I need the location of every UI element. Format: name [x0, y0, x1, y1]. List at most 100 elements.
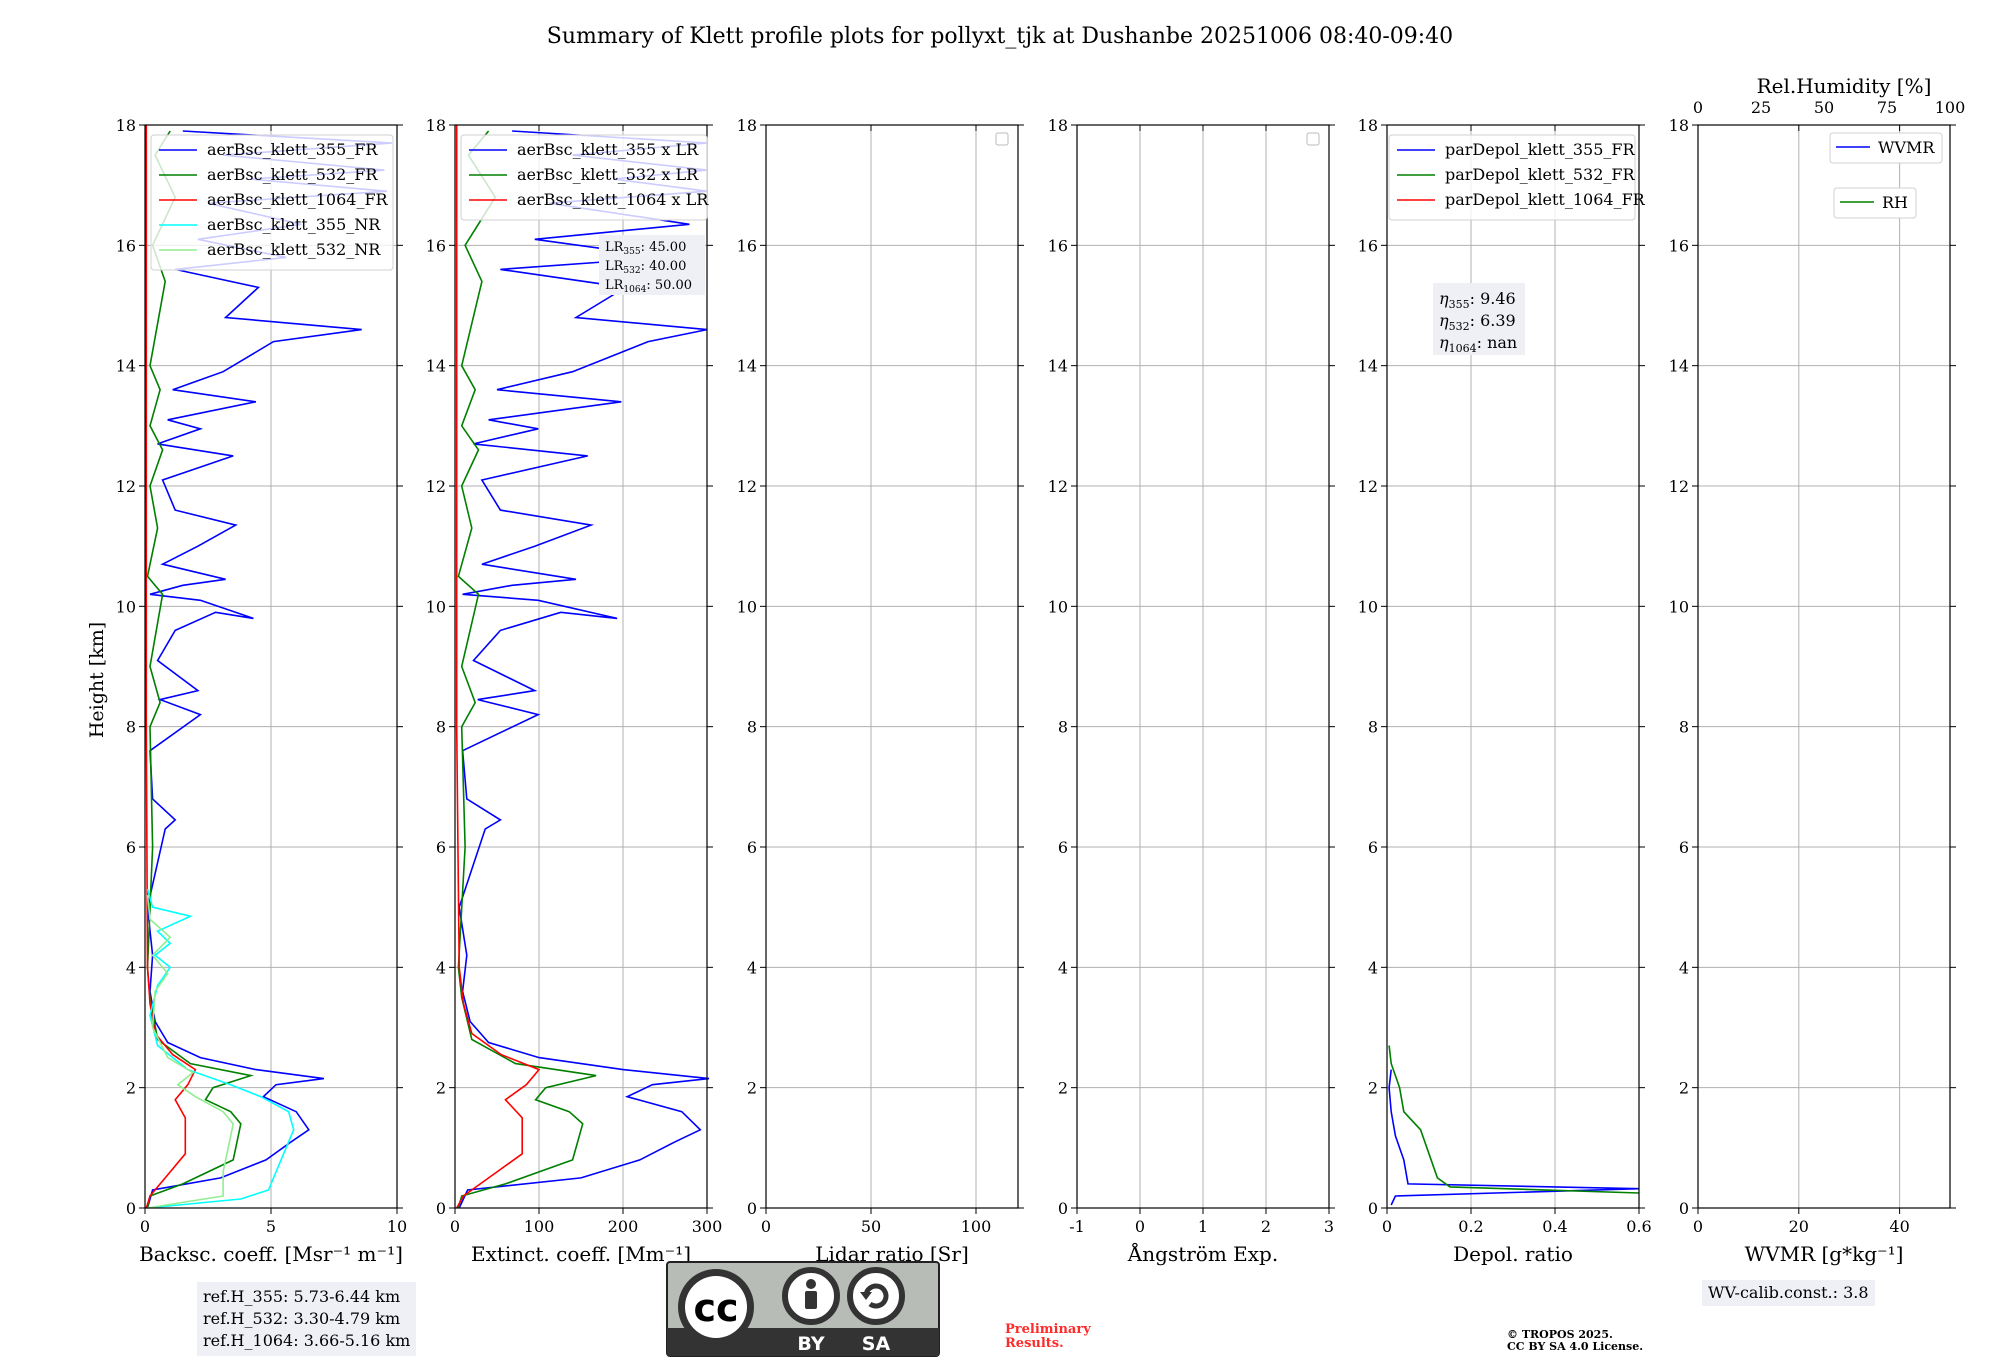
y-tick-label: 12	[1048, 477, 1068, 496]
legend-entry: parDepol_klett_355_FR	[1445, 140, 1636, 159]
cc-license-badge: cc BY SA	[666, 1261, 940, 1357]
y-tick-label: 4	[1679, 958, 1689, 977]
plot-frame	[1386, 124, 1640, 1209]
top-x-tick-label: 75	[1877, 98, 1897, 117]
top-x-tick-label: 50	[1814, 98, 1834, 117]
y-tick-label: 12	[426, 477, 446, 496]
y-tick-label: 8	[1058, 718, 1068, 737]
legend-entry: aerBsc_klett_355_NR	[207, 215, 381, 234]
y-tick-label: 0	[126, 1199, 136, 1218]
y-tick-label: 6	[747, 838, 757, 857]
y-tick-label: 8	[747, 718, 757, 737]
panel-depolarization: 0 2 4 6 8 10 12 14 16 18 0 0.2 0.4 0.6 Depol. ratio par…	[1358, 116, 1652, 1266]
y-tick-label: 16	[1669, 236, 1689, 255]
y-tick-label: 18	[116, 116, 136, 135]
x-tick-label: 100	[524, 1217, 555, 1236]
x-tick-label: 200	[608, 1217, 639, 1236]
series-line-aerBsc_klett_1064 x LR	[455, 125, 541, 1209]
cc-logo-text: cc	[693, 1286, 738, 1330]
series-line-aerBsc_klett_532_FR	[146, 130, 254, 1209]
top-x-tick-label: 25	[1751, 98, 1771, 117]
y-tick-label: 12	[1358, 477, 1378, 496]
x-tick-label: 40	[1889, 1217, 1909, 1236]
y-tick-label: 4	[1058, 958, 1068, 977]
y-tick-label: 18	[737, 116, 757, 135]
x-axis-label: Extinct. coeff. [Mm⁻¹]	[471, 1242, 691, 1266]
plot-frame	[765, 124, 1019, 1209]
sa-label: SA	[862, 1333, 891, 1355]
lidar-ratio-355: LR355: 45.00	[605, 240, 686, 257]
series-line-aerBsc_klett_532 x LR	[457, 130, 597, 1209]
y-tick-label: 2	[1058, 1079, 1068, 1098]
copyright-note: © TROPOS 2025. CC BY SA 4.0 License.	[1507, 1329, 1643, 1353]
empty-legend-box	[995, 132, 1009, 146]
legend-entry: WVMR	[1878, 138, 1935, 157]
legend-entry: aerBsc_klett_355 x LR	[517, 140, 699, 159]
y-tick-label: 6	[126, 838, 136, 857]
series-line-parDepol_klett_355_FR	[1388, 1069, 1640, 1206]
x-tick-label: 3	[1324, 1217, 1334, 1236]
lidar-ratio-1064: LR1064: 50.00	[605, 278, 692, 295]
legend: WVMR RH	[1829, 132, 1943, 219]
y-tick-label: 10	[1358, 597, 1378, 616]
x-tick-label: 50	[861, 1217, 881, 1236]
eta-355: η355: 9.46	[1439, 289, 1516, 311]
x-tick-label: 1	[1198, 1217, 1208, 1236]
copyright-line-1: © TROPOS 2025.	[1507, 1328, 1613, 1341]
legend: parDepol_klett_355_FR parDepol_klett_532_…	[1388, 134, 1646, 221]
x-tick-label: 2	[1261, 1217, 1271, 1236]
y-tick-label: 14	[737, 357, 757, 376]
x-tick-label: 100	[961, 1217, 992, 1236]
ref-height-1064: ref.H_1064: 3.66-5.16 km	[203, 1331, 411, 1350]
legend-entry: aerBsc_klett_532_NR	[207, 240, 381, 259]
y-tick-label: 18	[1048, 116, 1068, 135]
panel-backscatter: 0 2 4 6 8 10 12 14 16 18 0 5 10 Backsc. coeff. [Msr⁻¹…	[116, 116, 408, 1266]
x-tick-label: 0.2	[1458, 1217, 1483, 1236]
x-axis-label: Backsc. coeff. [Msr⁻¹ m⁻¹]	[139, 1242, 403, 1266]
y-tick-label: 10	[426, 597, 446, 616]
by-label: BY	[797, 1333, 824, 1355]
preliminary-line-1: Preliminary	[1005, 1322, 1091, 1337]
x-tick-label: 0.6	[1626, 1217, 1651, 1236]
y-tick-label: 8	[126, 718, 136, 737]
y-tick-label: 2	[1679, 1079, 1689, 1098]
y-tick-label: 14	[116, 357, 136, 376]
y-tick-label: 0	[436, 1199, 446, 1218]
ref-height-532: ref.H_532: 3.30-4.79 km	[203, 1309, 401, 1328]
y-tick-label: 10	[1669, 597, 1689, 616]
x-tick-label: 0	[1135, 1217, 1145, 1236]
x-tick-label: 0.4	[1542, 1217, 1567, 1236]
preliminary-note: Preliminary Results.	[1005, 1323, 1091, 1351]
y-tick-label: 10	[737, 597, 757, 616]
y-tick-label: 12	[1669, 477, 1689, 496]
x-tick-label: 0	[1382, 1217, 1392, 1236]
series-line-aerBsc_klett_1064_FR	[145, 125, 197, 1209]
copyright-line-2: CC BY SA 4.0 License.	[1507, 1340, 1644, 1353]
y-tick-label: 16	[426, 236, 446, 255]
y-tick-label: 8	[1679, 718, 1689, 737]
y-tick-label: 16	[116, 236, 136, 255]
plot-frame	[1697, 124, 1951, 1209]
top-x-tick-label: 100	[1935, 98, 1966, 117]
legend-entry: aerBsc_klett_1064 x LR	[517, 190, 709, 209]
y-tick-label: 0	[1679, 1199, 1689, 1218]
legend-box	[460, 134, 708, 221]
y-tick-label: 14	[1048, 357, 1068, 376]
y-tick-label: 10	[116, 597, 136, 616]
y-tick-label: 16	[737, 236, 757, 255]
x-tick-label: 10	[387, 1217, 407, 1236]
series-line-aerBsc_klett_532_NR	[146, 895, 235, 1209]
lidar-ratio-annotation: LR355: 45.00 LR532: 40.00 LR1064: 50.00	[599, 235, 705, 295]
legend-entry: aerBsc_klett_532_FR	[207, 165, 378, 184]
x-tick-label: 0	[1693, 1217, 1703, 1236]
legend-box	[150, 134, 394, 271]
y-tick-label: 18	[426, 116, 446, 135]
top-x-tick-label: 0	[1693, 98, 1703, 117]
annotation-box	[599, 235, 705, 295]
x-tick-label: 300	[692, 1217, 723, 1236]
legend-box	[1388, 134, 1636, 221]
legend: aerBsc_klett_355_FR aerBsc_klett_532_FRae…	[150, 134, 394, 271]
